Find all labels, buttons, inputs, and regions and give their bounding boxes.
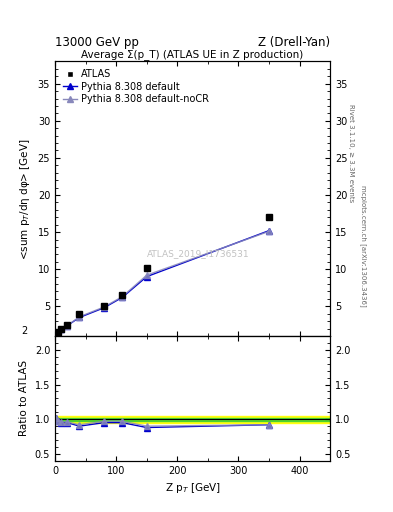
ATLAS <box>77 311 82 317</box>
Pythia 8.308 default-noCR <box>65 323 70 329</box>
Pythia 8.308 default <box>59 326 64 332</box>
Pythia 8.308 default-noCR <box>266 228 271 234</box>
Y-axis label: Ratio to ATLAS: Ratio to ATLAS <box>19 360 29 436</box>
Pythia 8.308 default <box>120 294 125 301</box>
Text: Z (Drell-Yan): Z (Drell-Yan) <box>258 36 330 49</box>
Text: 2: 2 <box>21 326 28 336</box>
ATLAS <box>65 322 70 328</box>
Pythia 8.308 default-noCR <box>54 332 59 338</box>
X-axis label: Z p$_T$ [GeV]: Z p$_T$ [GeV] <box>165 481 220 495</box>
Y-axis label: <sum p$_T$/dη dφ> [GeV]: <sum p$_T$/dη dφ> [GeV] <box>18 138 32 260</box>
Text: Rivet 3.1.10, ≥ 3.3M events: Rivet 3.1.10, ≥ 3.3M events <box>348 104 354 203</box>
Pythia 8.308 default <box>56 330 61 336</box>
ATLAS <box>101 303 106 309</box>
Pythia 8.308 default <box>54 332 59 338</box>
Pythia 8.308 default-noCR <box>59 326 64 332</box>
Bar <box>55 418 330 420</box>
ATLAS <box>266 214 271 220</box>
Text: 13000 GeV pp: 13000 GeV pp <box>55 36 139 49</box>
ATLAS <box>59 326 64 332</box>
Pythia 8.308 default <box>144 273 149 280</box>
Text: mcplots.cern.ch [arXiv:1306.3436]: mcplots.cern.ch [arXiv:1306.3436] <box>360 185 366 307</box>
Pythia 8.308 default <box>266 227 271 233</box>
Bar <box>55 416 330 423</box>
Line: Pythia 8.308 default-noCR: Pythia 8.308 default-noCR <box>53 228 272 338</box>
ATLAS <box>120 292 125 298</box>
ATLAS <box>56 329 61 335</box>
Pythia 8.308 default-noCR <box>56 330 61 336</box>
Pythia 8.308 default <box>77 314 82 321</box>
Pythia 8.308 default <box>65 323 70 329</box>
Pythia 8.308 default-noCR <box>144 272 149 278</box>
Line: ATLAS: ATLAS <box>53 214 272 338</box>
ATLAS <box>144 265 149 271</box>
Pythia 8.308 default-noCR <box>101 304 106 310</box>
Line: Pythia 8.308 default: Pythia 8.308 default <box>53 227 272 338</box>
ATLAS <box>54 331 59 337</box>
Pythia 8.308 default <box>101 305 106 311</box>
Text: ATLAS_2019_I1736531: ATLAS_2019_I1736531 <box>147 249 250 258</box>
Legend: ATLAS, Pythia 8.308 default, Pythia 8.308 default-noCR: ATLAS, Pythia 8.308 default, Pythia 8.30… <box>60 66 212 107</box>
Pythia 8.308 default-noCR <box>77 314 82 320</box>
Pythia 8.308 default-noCR <box>120 293 125 300</box>
Title: Average Σ(p_T) (ATLAS UE in Z production): Average Σ(p_T) (ATLAS UE in Z production… <box>81 49 304 60</box>
